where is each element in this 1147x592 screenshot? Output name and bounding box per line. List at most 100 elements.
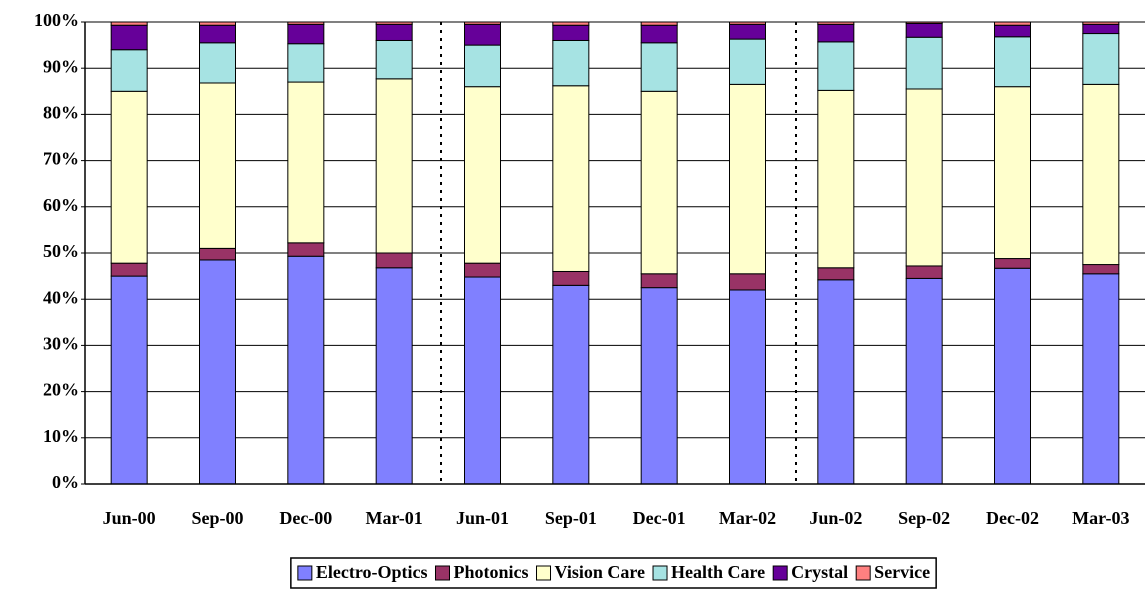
bar-segment — [1082, 21, 1120, 25]
legend-swatch — [536, 565, 552, 581]
bar-segment — [552, 85, 590, 272]
y-tick-label: 20% — [43, 380, 79, 400]
bar-segment — [729, 38, 766, 85]
x-tick-label: Mar-02 — [719, 508, 776, 528]
y-tick-label: 100% — [34, 10, 79, 30]
bar-segment — [464, 21, 501, 25]
bar-segment — [1082, 264, 1120, 275]
bar-segment — [817, 41, 855, 91]
bar-segment — [905, 277, 943, 485]
bar-segment — [199, 21, 236, 26]
x-tick-label: Mar-01 — [366, 508, 423, 528]
bar-segment — [287, 255, 325, 485]
legend-label: Crystal — [791, 562, 848, 582]
bar-segment — [994, 258, 1031, 269]
bar-segment — [817, 267, 855, 281]
bar-segment — [110, 262, 148, 277]
bar-segment — [1082, 83, 1120, 266]
bar-segment — [110, 21, 148, 26]
y-tick-label: 10% — [43, 426, 79, 446]
bar-segment — [729, 23, 766, 40]
legend-swatch — [855, 565, 871, 581]
bar-segment — [994, 24, 1031, 38]
bar-segment — [199, 42, 236, 84]
legend-swatch — [652, 565, 668, 581]
bar-segment — [729, 83, 766, 275]
bar-segment — [464, 262, 501, 278]
bar-segment — [905, 265, 943, 279]
legend-swatch — [772, 565, 788, 581]
y-tick-label: 80% — [43, 103, 79, 123]
bar-segment — [1082, 273, 1120, 485]
bar-segment — [552, 284, 590, 485]
legend-swatch — [434, 565, 450, 581]
legend-label: Health Care — [671, 562, 765, 582]
bar-segment — [375, 23, 413, 41]
bar-segment — [199, 82, 236, 249]
legend-label: Photonics — [453, 562, 528, 582]
bar-segment — [817, 279, 855, 485]
bars — [110, 21, 1120, 485]
legend-label: Service — [874, 562, 930, 582]
y-tick-label: 50% — [43, 241, 79, 261]
bar-segment — [1082, 23, 1120, 35]
bar-segment — [905, 88, 943, 267]
y-tick-label: 40% — [43, 287, 79, 307]
bar-segment — [640, 273, 678, 289]
legend-label: Electro-Optics — [316, 562, 428, 582]
y-tick-label: 60% — [43, 195, 79, 215]
bar-segment — [640, 21, 678, 26]
bar-segment — [110, 49, 148, 92]
bar-segment — [640, 24, 678, 44]
bar-segment — [375, 39, 413, 80]
bar-segment — [199, 259, 236, 485]
bar-segment — [994, 267, 1031, 485]
bar-segment — [464, 86, 501, 264]
bar-segment — [287, 23, 325, 45]
x-tick-label: Dec-00 — [279, 508, 332, 528]
bar-segment — [199, 247, 236, 261]
y-tick-label: 30% — [43, 334, 79, 354]
legend-box — [290, 557, 937, 589]
y-tick-label: 70% — [43, 149, 79, 169]
bar-segment — [552, 24, 590, 41]
x-tick-label: Sep-01 — [545, 508, 597, 528]
bar-segment — [817, 23, 855, 43]
bar-segment — [375, 252, 413, 269]
bar-segment — [464, 23, 501, 46]
x-tick-label: Dec-01 — [633, 508, 686, 528]
bar-segment — [375, 267, 413, 485]
bar-segment — [287, 43, 325, 83]
x-tick-label: Jun-02 — [809, 508, 862, 528]
bar-segment — [729, 21, 766, 25]
bar-segment — [552, 21, 590, 26]
bar-segment — [729, 289, 766, 485]
x-tick-label: Dec-02 — [986, 508, 1039, 528]
x-tick-label: Mar-03 — [1072, 508, 1129, 528]
bar-segment — [640, 287, 678, 485]
bar-segment — [994, 86, 1031, 260]
bar-segment — [817, 21, 855, 25]
bar-segment — [640, 90, 678, 275]
legend-swatch — [297, 565, 313, 581]
bar-segment — [287, 21, 325, 25]
bar-segment — [375, 21, 413, 25]
bar-segment — [552, 270, 590, 286]
y-tick-label: 90% — [43, 56, 79, 76]
bar-segment — [110, 275, 148, 485]
legend: Electro-Optics Photonics Vision Care Health… — [290, 557, 937, 589]
bar-segment — [552, 39, 590, 87]
x-tick-label: Sep-00 — [191, 508, 243, 528]
bar-segment — [729, 273, 766, 291]
bar-segment — [375, 78, 413, 254]
bar-segment — [287, 242, 325, 257]
x-tick-label: Jun-00 — [103, 508, 156, 528]
bar-segment — [110, 90, 148, 264]
bar-segment — [905, 22, 943, 38]
bar-segment — [994, 21, 1031, 26]
bar-segment — [464, 44, 501, 88]
x-tick-label: Jun-01 — [456, 508, 509, 528]
legend-label: Vision Care — [555, 562, 646, 582]
